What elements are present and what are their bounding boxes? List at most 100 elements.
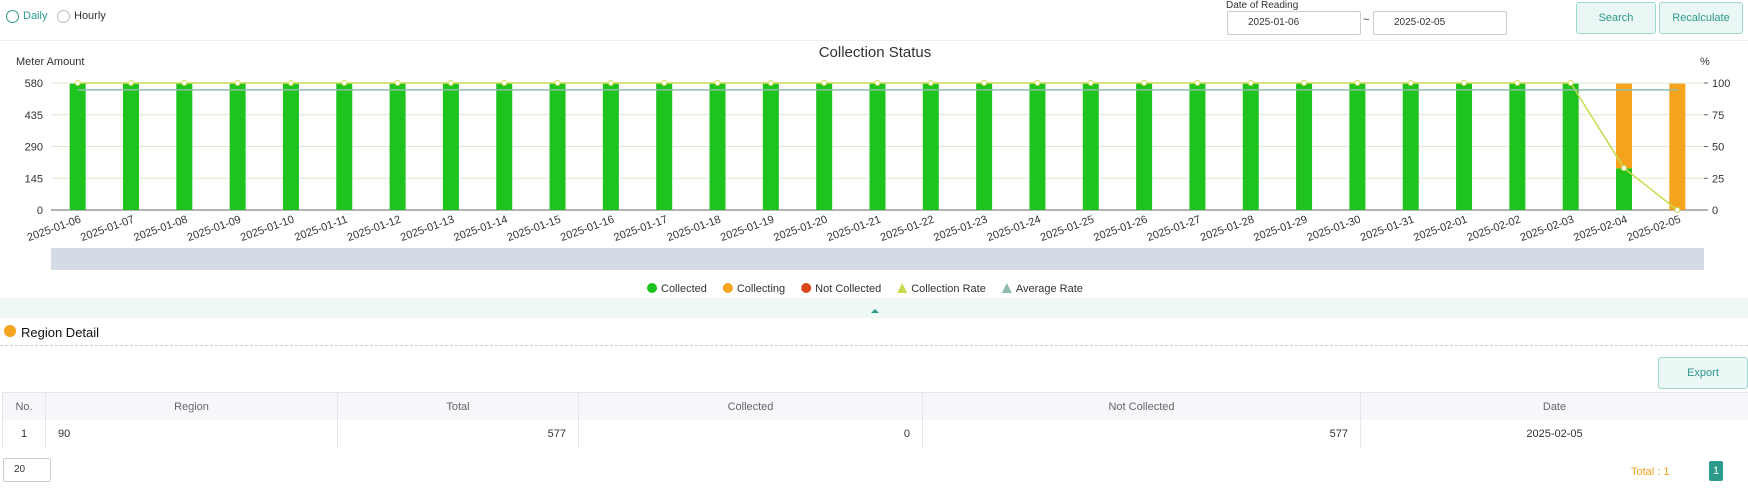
export-button[interactable]: Export xyxy=(1658,357,1748,389)
point xyxy=(234,80,241,86)
legend-label: Collecting xyxy=(737,283,785,295)
section-title: Region Detail xyxy=(21,325,100,340)
table-header: No. xyxy=(3,393,46,421)
bar xyxy=(176,83,193,210)
recalculate-button[interactable]: Recalculate xyxy=(1659,2,1743,34)
legend-item[interactable]: Collecting xyxy=(722,283,785,295)
legend-label: Average Rate xyxy=(1016,283,1083,295)
label-hourly[interactable]: Hourly xyxy=(74,10,106,22)
y-tick-label: 435 xyxy=(25,110,43,122)
radio-hourly[interactable] xyxy=(57,10,70,23)
bar xyxy=(122,83,139,210)
bar xyxy=(389,83,406,210)
bar xyxy=(229,83,246,210)
y-tick-label: 290 xyxy=(25,142,43,154)
x-tick-label: 2025-01-10 xyxy=(239,214,296,245)
point xyxy=(1034,80,1041,86)
legend-item[interactable]: Collection Rate xyxy=(897,283,986,295)
point xyxy=(181,80,188,86)
page-size[interactable]: 20 xyxy=(3,458,51,482)
table-cell: 0 xyxy=(579,420,923,448)
table-cell: 577 xyxy=(923,420,1361,448)
x-tick-label: 2025-01-06 xyxy=(26,214,83,245)
y-tick-label: 0 xyxy=(37,205,43,217)
x-tick-label: 2025-02-03 xyxy=(1519,214,1576,245)
bar xyxy=(496,83,513,210)
point xyxy=(287,80,294,86)
legend-item[interactable]: Collected xyxy=(647,283,707,295)
point xyxy=(1621,165,1628,172)
x-tick-label: 2025-01-25 xyxy=(1039,214,1096,245)
chart: Collection Status Meter Amount % 0 145 290… xyxy=(0,44,1748,318)
y-tick-label: 145 xyxy=(25,173,43,185)
table-cell: 1 xyxy=(3,420,46,448)
bar xyxy=(869,83,886,210)
x-tick-label: 2025-01-28 xyxy=(1199,214,1256,245)
bar xyxy=(1616,83,1633,169)
section-icon xyxy=(4,325,16,337)
total-count: Total : 1 xyxy=(1631,466,1670,478)
point xyxy=(1461,80,1468,86)
radio-daily[interactable] xyxy=(6,10,19,23)
legend-swatch xyxy=(647,283,657,293)
point xyxy=(74,80,81,86)
point xyxy=(607,80,614,86)
x-tick-label: 2025-01-14 xyxy=(452,214,509,245)
point xyxy=(927,80,934,86)
legend-label: Collection Rate xyxy=(911,283,986,295)
bar xyxy=(1136,83,1153,210)
x-tick-label: 2025-01-20 xyxy=(772,214,829,245)
bar xyxy=(976,83,993,210)
point xyxy=(554,80,561,86)
x-tick-label: 2025-02-05 xyxy=(1625,214,1682,245)
x-tick-label: 2025-02-02 xyxy=(1465,214,1522,245)
bar xyxy=(1509,83,1526,210)
point xyxy=(1407,80,1414,86)
point xyxy=(874,80,881,86)
point xyxy=(1141,80,1148,86)
x-tick-label: 2025-01-15 xyxy=(506,214,563,245)
bar xyxy=(762,83,779,210)
legend-item[interactable]: Not Collected xyxy=(801,283,881,295)
y2-tick-label: 0 xyxy=(1712,205,1718,217)
bar xyxy=(1349,83,1366,210)
x-tick-label: 2025-01-22 xyxy=(879,214,936,245)
bar xyxy=(709,83,726,210)
y2-tick-label: 100 xyxy=(1712,78,1730,90)
table-header: Total xyxy=(338,393,579,421)
y2-tick-label: 25 xyxy=(1712,173,1724,185)
bar xyxy=(602,83,619,210)
point xyxy=(1247,80,1254,86)
date-sep: ~ xyxy=(1363,14,1370,26)
x-tick-label: 2025-01-13 xyxy=(399,214,456,245)
bar xyxy=(1669,83,1686,210)
point xyxy=(1514,80,1521,86)
legend-swatch xyxy=(722,283,733,293)
x-tick-label: 2025-01-30 xyxy=(1305,214,1362,245)
label-daily[interactable]: Daily xyxy=(23,10,48,22)
point xyxy=(394,80,401,86)
legend-item[interactable]: Average Rate xyxy=(1001,283,1083,295)
collapse-icon[interactable] xyxy=(871,309,879,313)
x-tick-label: 2025-02-04 xyxy=(1572,214,1629,245)
search-button[interactable]: Search xyxy=(1576,2,1656,34)
x-tick-label: 2025-01-11 xyxy=(293,214,349,244)
point xyxy=(127,80,134,86)
legend-swatch xyxy=(1001,283,1012,293)
y-axis-label: Meter Amount xyxy=(16,56,84,68)
table-header: Date xyxy=(1361,393,1748,421)
table: No. Region Total Collected Not Collected Date… xyxy=(2,392,1748,448)
point xyxy=(447,80,454,86)
x-tick-label: 2025-01-12 xyxy=(346,214,403,245)
collapse-bar[interactable] xyxy=(0,298,1748,318)
point xyxy=(767,80,774,86)
table-cell: 2025-02-05 xyxy=(1361,420,1748,448)
date-to[interactable]: 2025-02-05 xyxy=(1373,11,1507,35)
table-cell: 577 xyxy=(338,420,579,448)
zoom-slider[interactable] xyxy=(51,248,1704,270)
page-button[interactable]: 1 xyxy=(1709,461,1723,481)
x-tick-label: 2025-01-24 xyxy=(986,214,1043,245)
y2-tick-label: 75 xyxy=(1712,110,1724,122)
date-from[interactable]: 2025-01-06 xyxy=(1227,11,1361,35)
